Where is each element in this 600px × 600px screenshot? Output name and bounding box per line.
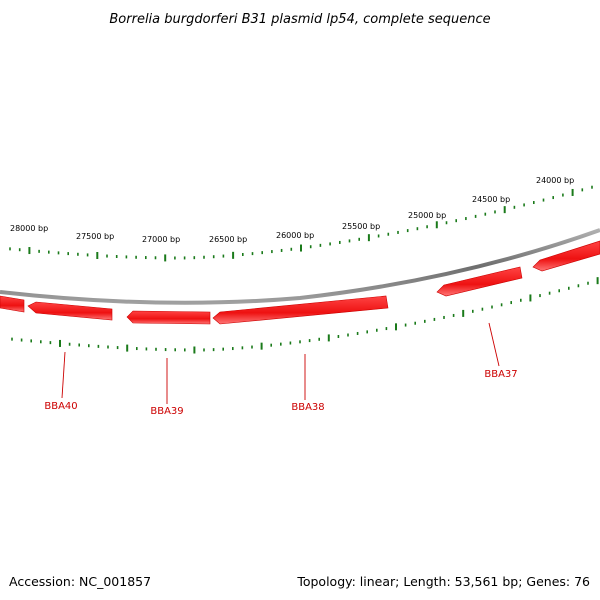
gene-arrow-left-edge — [0, 295, 25, 313]
scale-label: 25500 bp — [342, 222, 380, 231]
plasmid-backbone — [0, 228, 600, 305]
scale-labels: 28000 bp 27500 bp 27000 bp 26500 bp 26000 bp… — [10, 176, 574, 244]
scale-label: 27500 bp — [76, 232, 114, 241]
gene-arrow-bba39 — [126, 310, 211, 325]
map-title: Borrelia burgdorferi B31 plasmid lp54, c… — [109, 12, 490, 27]
scale-label: 24500 bp — [472, 195, 510, 204]
gene-label-bba38: BBA38 — [291, 402, 324, 413]
gene-arrow-bba37 — [436, 266, 523, 297]
outer-scale-ticks — [9, 185, 593, 262]
scale-label: 27000 bp — [142, 235, 180, 244]
gene-labels: BBA40 BBA39 BBA38 BBA37 — [44, 322, 518, 417]
gene-arrow-right — [532, 240, 600, 272]
scale-label: 24000 bp — [536, 176, 574, 185]
gene-arrow-bba40 — [27, 301, 113, 321]
scale-label: 26000 bp — [276, 231, 314, 240]
gene-label-bba40: BBA40 — [44, 401, 77, 412]
inner-scale-ticks — [11, 277, 599, 354]
gene-label-bba39: BBA39 — [150, 406, 183, 417]
gene-leader-line — [61, 351, 66, 399]
accession-label: Accession: NC_001857 — [9, 574, 151, 589]
gene-arrows — [0, 240, 600, 325]
genome-summary: Topology: linear; Length: 53,561 bp; Gen… — [296, 574, 590, 589]
scale-label: 28000 bp — [10, 224, 48, 233]
scale-label: 26500 bp — [209, 235, 247, 244]
gene-label-bba37: BBA37 — [484, 369, 517, 380]
scale-label: 25000 bp — [408, 211, 446, 220]
gene-arrow-bba38 — [212, 295, 389, 325]
gene-leader-line — [488, 322, 500, 367]
